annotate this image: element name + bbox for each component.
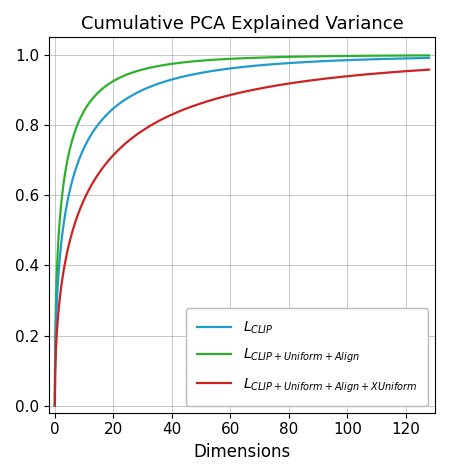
Title: Cumulative PCA Explained Variance: Cumulative PCA Explained Variance [81, 15, 403, 33]
Legend: $\mathit{L}_{CLIP}$, $\mathit{L}_{CLIP + Uniform + Align}$, $\mathit{L}_{CLIP + : $\mathit{L}_{CLIP}$, $\mathit{L}_{CLIP +… [186, 308, 428, 406]
X-axis label: Dimensions: Dimensions [194, 443, 291, 461]
